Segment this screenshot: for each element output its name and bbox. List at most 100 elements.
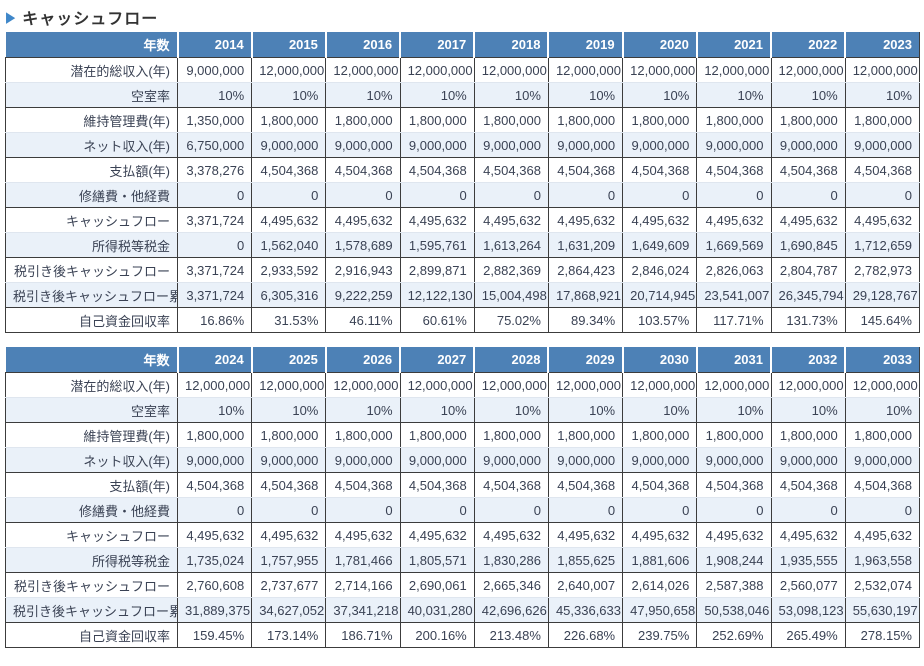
- table-row: 潜在的総収入(年) 12,000,000 12,000,000 12,000,000 1…: [5, 372, 921, 398]
- value-cell: 1,800,000: [251, 107, 327, 133]
- value-cell: 12,000,000: [696, 57, 772, 83]
- year-header-cell: 2022: [771, 32, 847, 58]
- value-cell: 10%: [771, 82, 846, 108]
- year-header-cell: 2033: [845, 347, 921, 373]
- value-cell: 9,000,000: [548, 132, 624, 158]
- value-cell: 0: [622, 497, 698, 523]
- value-cell: 9,000,000: [251, 132, 327, 158]
- value-cell: 4,495,632: [251, 207, 327, 233]
- table-row: 税引き後キャッシュフロー 2,760,608 2,737,677 2,714,166 2…: [5, 572, 921, 598]
- value-cell: 9,000,000: [771, 447, 846, 473]
- value-cell: 42,696,626: [474, 597, 549, 623]
- value-cell: 2,864,423: [548, 257, 624, 283]
- table-row: 潜在的総収入(年) 9,000,000 12,000,000 12,000,000 12…: [5, 57, 921, 83]
- value-cell: 29,128,767: [845, 282, 921, 308]
- value-cell: 145.64%: [845, 307, 921, 333]
- value-cell: 4,504,368: [845, 472, 921, 498]
- value-cell: 12,000,000: [845, 57, 921, 83]
- value-cell: 53,098,123: [771, 597, 846, 623]
- value-cell: 1,800,000: [548, 422, 624, 448]
- value-cell: 1,800,000: [771, 422, 846, 448]
- value-cell: 4,504,368: [771, 472, 846, 498]
- row-label: ネット収入(年): [5, 447, 178, 473]
- table-row: 所得税等税金 1,735,024 1,757,955 1,781,466 1,805,5…: [5, 547, 921, 573]
- row-label: 自己資金回収率: [5, 622, 178, 648]
- value-cell: 9,000,000: [325, 132, 401, 158]
- value-cell: 1,830,286: [474, 547, 549, 573]
- value-cell: 10%: [548, 397, 624, 423]
- value-cell: 103.57%: [622, 307, 698, 333]
- year-header-cell: 2018: [474, 32, 550, 58]
- value-cell: 10%: [622, 82, 698, 108]
- table-row: 支払額(年) 4,504,368 4,504,368 4,504,368 4,504,3…: [5, 472, 921, 498]
- value-cell: 4,495,632: [474, 522, 549, 548]
- value-cell: 131.73%: [771, 307, 846, 333]
- value-cell: 1,800,000: [845, 107, 921, 133]
- value-cell: 75.02%: [474, 307, 549, 333]
- value-cell: 1,800,000: [696, 107, 772, 133]
- row-label: 税引き後キャッシュフロー累計: [5, 597, 178, 623]
- row-label: 維持管理費(年): [5, 107, 178, 133]
- value-cell: 10%: [251, 397, 327, 423]
- value-cell: 1,712,659: [845, 232, 921, 258]
- row-label: 修繕費・他経費: [5, 182, 178, 208]
- value-cell: 10%: [400, 82, 475, 108]
- value-cell: 89.34%: [548, 307, 624, 333]
- value-cell: 12,000,000: [474, 57, 549, 83]
- table-row: 税引き後キャッシュフロー 3,371,724 2,933,592 2,916,943 2…: [5, 257, 921, 283]
- value-cell: 60.61%: [400, 307, 475, 333]
- value-cell: 9,000,000: [325, 447, 401, 473]
- value-cell: 4,495,632: [622, 522, 698, 548]
- value-cell: 10%: [400, 397, 475, 423]
- year-header-cell: 2028: [474, 347, 550, 373]
- value-cell: 0: [474, 497, 549, 523]
- row-label: 支払額(年): [5, 472, 178, 498]
- value-cell: 4,495,632: [771, 522, 846, 548]
- value-cell: 1,805,571: [400, 547, 475, 573]
- value-cell: 12,000,000: [325, 372, 401, 398]
- cashflow-table-2024-2033: 年数 2024 2025 2026 2027 2028 2029 2030 2031 2032 20…: [5, 347, 921, 648]
- value-cell: 213.48%: [474, 622, 549, 648]
- value-cell: 1,881,606: [622, 547, 698, 573]
- value-cell: 10%: [325, 82, 401, 108]
- value-cell: 0: [177, 497, 253, 523]
- value-cell: 4,504,368: [845, 157, 921, 183]
- value-cell: 2,665,346: [474, 572, 549, 598]
- row-label: 潜在的総収入(年): [5, 372, 178, 398]
- value-cell: 12,000,000: [325, 57, 401, 83]
- value-cell: 186.71%: [325, 622, 401, 648]
- value-cell: 4,504,368: [548, 472, 624, 498]
- value-cell: 1,757,955: [251, 547, 327, 573]
- row-label: 税引き後キャッシュフロー: [5, 572, 178, 598]
- year-header-cell: 2032: [771, 347, 847, 373]
- year-header-cell: 2027: [400, 347, 476, 373]
- value-cell: 12,000,000: [845, 372, 921, 398]
- value-cell: 10%: [548, 82, 624, 108]
- value-cell: 1,800,000: [771, 107, 846, 133]
- value-cell: 1,800,000: [400, 107, 475, 133]
- value-cell: 12,000,000: [771, 372, 846, 398]
- value-cell: 9,000,000: [400, 132, 475, 158]
- table-row: 修繕費・他経費 0 0 0 0 0 0 0 0 0 0: [5, 497, 921, 523]
- value-cell: 1,800,000: [845, 422, 921, 448]
- value-cell: 2,916,943: [325, 257, 401, 283]
- row-label: 維持管理費(年): [5, 422, 178, 448]
- row-label: 税引き後キャッシュフロー: [5, 257, 178, 283]
- value-cell: 1,800,000: [622, 422, 698, 448]
- value-cell: 12,000,000: [622, 372, 698, 398]
- value-cell: 1,562,040: [251, 232, 327, 258]
- value-cell: 2,899,871: [400, 257, 475, 283]
- corner-header-cell: 年数: [5, 347, 179, 373]
- value-cell: 0: [771, 182, 846, 208]
- value-cell: 1,690,845: [771, 232, 846, 258]
- value-cell: 4,504,368: [400, 157, 475, 183]
- value-cell: 1,800,000: [474, 107, 549, 133]
- value-cell: 9,000,000: [251, 447, 327, 473]
- row-label: 空室率: [5, 82, 178, 108]
- year-header-cell: 2020: [622, 32, 698, 58]
- value-cell: 34,627,052: [251, 597, 327, 623]
- value-cell: 4,495,632: [696, 522, 772, 548]
- value-cell: 12,000,000: [251, 57, 327, 83]
- value-cell: 3,378,276: [177, 157, 253, 183]
